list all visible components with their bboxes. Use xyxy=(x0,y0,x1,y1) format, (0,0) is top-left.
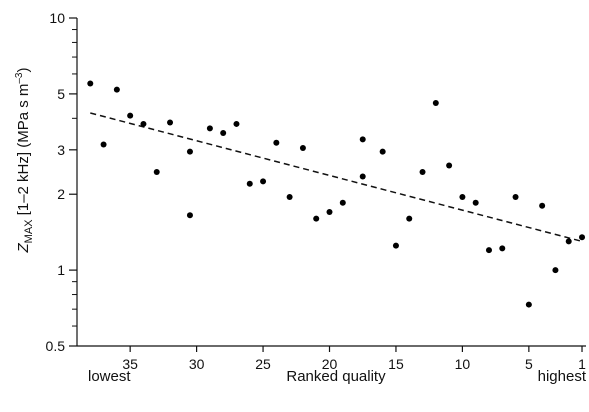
data-point xyxy=(459,193,466,200)
x-tick-label: 35 xyxy=(122,356,138,372)
x-axis-label-lowest: lowest xyxy=(88,368,131,385)
y-tick-label: 1 xyxy=(57,262,65,278)
data-point xyxy=(233,120,240,127)
data-point xyxy=(113,86,120,93)
trend-line-group xyxy=(90,112,583,243)
y-axis-ticks: 0.5 1 2 3 5 10 xyxy=(46,10,77,354)
y-tick-label: 0.5 xyxy=(46,338,66,354)
y-axis-label-symbol: Z xyxy=(15,243,32,254)
y-axis-label: ZMAX [1–2 kHz] (MPa s m–3) xyxy=(14,67,35,253)
data-point xyxy=(539,202,546,209)
data-point xyxy=(153,168,160,175)
data-point xyxy=(565,238,572,245)
data-point xyxy=(313,215,320,222)
data-point xyxy=(167,119,174,126)
data-point xyxy=(299,145,306,152)
x-tick-label: 20 xyxy=(322,356,338,372)
data-point xyxy=(359,136,366,143)
data-point xyxy=(379,148,386,155)
data-point xyxy=(419,168,426,175)
data-point xyxy=(220,129,227,136)
data-point xyxy=(339,199,346,206)
x-tick-label: 1 xyxy=(578,356,586,372)
y-tick-label: 10 xyxy=(49,10,65,26)
x-axis-ticks: 35 30 25 20 15 10 5 1 xyxy=(122,346,586,372)
y-tick-label: 2 xyxy=(57,186,65,202)
plot-frame xyxy=(76,18,586,347)
data-point xyxy=(100,141,107,148)
data-point xyxy=(579,234,586,241)
data-point xyxy=(140,120,147,127)
data-point xyxy=(485,247,492,254)
y-axis-label-superscript: –3 xyxy=(14,72,25,84)
data-point xyxy=(472,199,479,206)
data-point xyxy=(186,212,193,219)
data-point xyxy=(127,112,134,119)
data-point xyxy=(286,193,293,200)
y-tick-label: 3 xyxy=(57,142,65,158)
data-point xyxy=(512,193,519,200)
x-axis-label-highest: highest xyxy=(538,368,587,385)
x-tick-label: 5 xyxy=(525,356,533,372)
y-axis-label-end: ) xyxy=(15,67,32,72)
data-point xyxy=(446,162,453,169)
data-point xyxy=(246,180,253,187)
data-point xyxy=(392,242,399,249)
x-tick-label: 30 xyxy=(189,356,205,372)
x-axis-label: Ranked quality xyxy=(286,368,386,385)
y-axis-label-subscript: MAX xyxy=(23,219,35,244)
data-points xyxy=(87,80,586,308)
data-point xyxy=(87,80,94,87)
data-point xyxy=(186,148,193,155)
data-point xyxy=(359,173,366,180)
data-point xyxy=(206,125,213,132)
x-tick-label: 10 xyxy=(455,356,471,372)
data-point xyxy=(406,215,413,222)
data-point xyxy=(273,139,280,146)
data-point xyxy=(499,245,506,252)
x-tick-label: 15 xyxy=(388,356,404,372)
y-axis-label-main: [1–2 kHz] (MPa s m xyxy=(15,84,32,220)
data-point xyxy=(432,100,439,107)
x-tick-label: 25 xyxy=(255,356,271,372)
data-point xyxy=(552,267,559,274)
y-tick-label: 5 xyxy=(57,86,65,102)
data-point xyxy=(326,209,333,216)
trend-line xyxy=(90,112,583,243)
data-point xyxy=(260,178,267,185)
data-point xyxy=(525,301,532,308)
